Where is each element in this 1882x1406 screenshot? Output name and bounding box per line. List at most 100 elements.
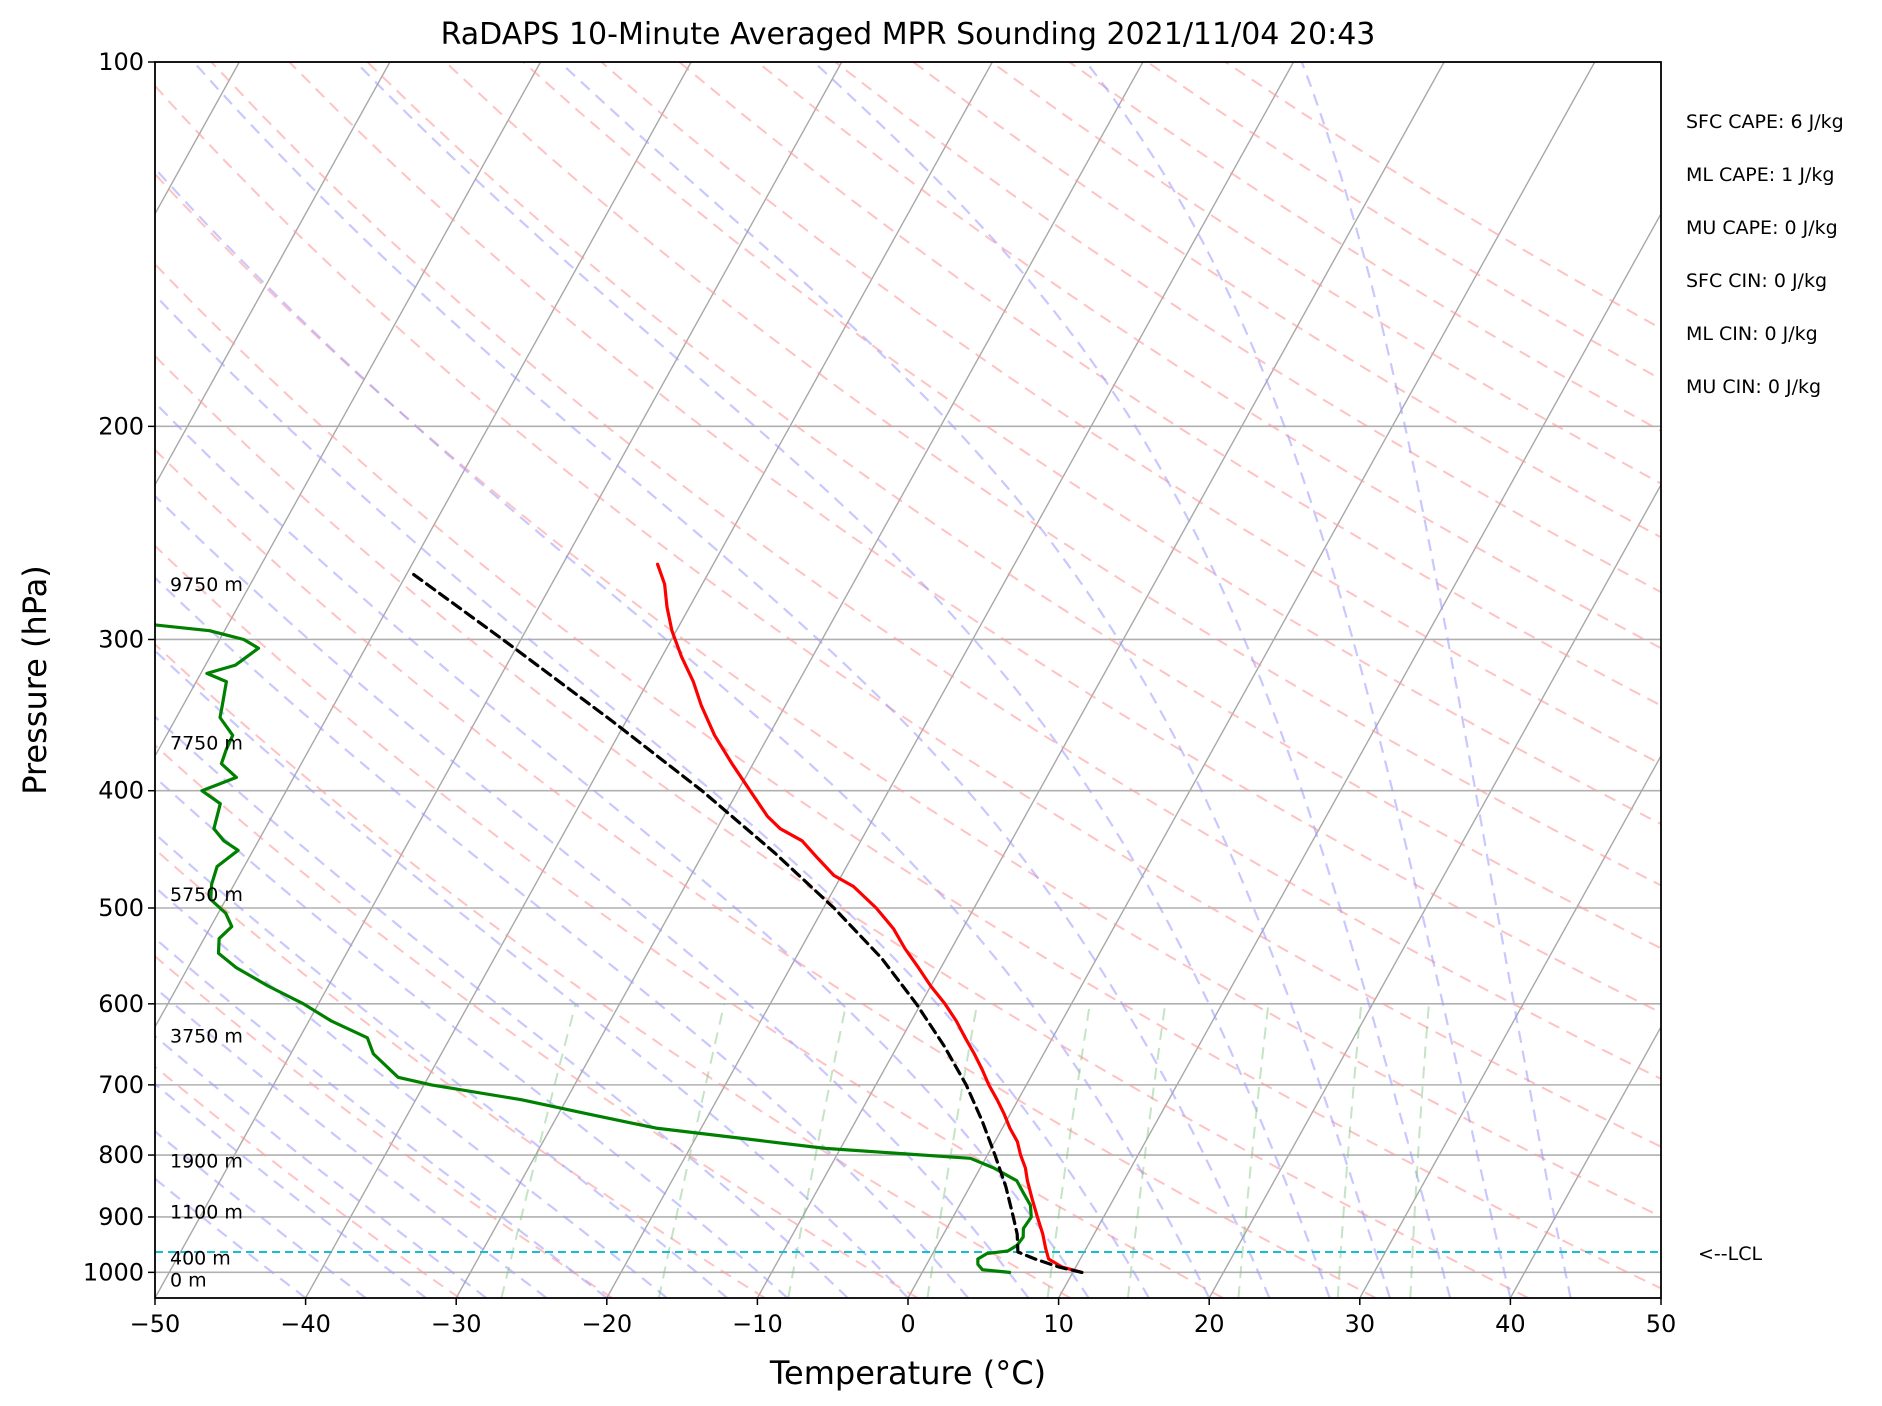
isotherm-line xyxy=(606,62,1295,1298)
isotherm-line xyxy=(1509,1025,1661,1298)
dry-adiabat-line xyxy=(155,84,1661,1148)
mixing-ratio-line xyxy=(1409,1003,1430,1298)
isotherm-line xyxy=(1208,483,1661,1298)
parcel-line xyxy=(409,570,1084,1274)
moist-adiabat-line xyxy=(813,62,1452,1298)
dry-adiabat-line xyxy=(155,744,919,1298)
dry-adiabat-line xyxy=(756,62,1661,650)
dry-adiabat-line xyxy=(155,262,1661,1290)
isotherm-line xyxy=(907,62,1596,1298)
isotherm-line xyxy=(1359,754,1661,1298)
dry-adiabat-line xyxy=(155,1065,461,1298)
isotherm-line xyxy=(304,62,993,1298)
isotherm-line xyxy=(155,62,391,487)
moist-adiabat-line xyxy=(155,401,1090,1298)
mixing-ratio-line xyxy=(926,1003,979,1298)
x-tick-label: −20 xyxy=(581,1310,632,1338)
moist-adiabat-line xyxy=(155,1082,427,1298)
dry-adiabat-line xyxy=(155,172,1661,1218)
plot-frame xyxy=(154,61,1662,1299)
x-tick-label: −50 xyxy=(130,1310,181,1338)
moist-adiabat-line xyxy=(155,832,729,1298)
x-axis-label: Temperature (°C) xyxy=(769,1354,1046,1392)
dry-adiabat-line xyxy=(366,62,1661,950)
dry-adiabat-line xyxy=(444,62,1661,887)
lcl-label: <--LCL xyxy=(1698,1243,1762,1265)
y-tick-label: 800 xyxy=(98,1141,144,1169)
dry-adiabat-line xyxy=(1224,62,1661,330)
moist-adiabat-line xyxy=(155,1034,487,1298)
isotherm-line xyxy=(155,62,692,1029)
dry-adiabat-line xyxy=(1146,62,1661,381)
height-label: 1100 m xyxy=(170,1202,243,1224)
isotherm-line xyxy=(1660,1296,1661,1298)
y-tick-label: 100 xyxy=(98,48,144,76)
moist-adiabat-line xyxy=(354,62,1331,1298)
moist-adiabat-line xyxy=(155,166,1211,1298)
mixing-ratio-line xyxy=(1237,1003,1270,1298)
x-tick-label: −40 xyxy=(280,1310,331,1338)
moist-adiabat-line xyxy=(155,494,1030,1298)
x-tick-label: 50 xyxy=(1646,1310,1677,1338)
temperature-line xyxy=(656,562,1084,1274)
mixing-ratio-line xyxy=(657,1003,726,1298)
sounding-series xyxy=(155,562,1661,1274)
stat-label: SFC CAPE: 6 J/kg xyxy=(1686,111,1844,133)
isotherm-line xyxy=(455,62,1144,1298)
x-tick-label: 0 xyxy=(900,1310,915,1338)
x-tick-label: 40 xyxy=(1495,1310,1526,1338)
stat-label: SFC CIN: 0 J/kg xyxy=(1686,270,1827,292)
stat-label: MU CIN: 0 J/kg xyxy=(1686,376,1821,398)
moist-adiabat-line xyxy=(155,885,668,1298)
mixing-ratio-line xyxy=(1046,1003,1091,1298)
y-tick-label: 1000 xyxy=(83,1258,144,1286)
x-tick-label: 20 xyxy=(1194,1310,1225,1338)
moist-adiabat-line xyxy=(1085,62,1512,1298)
stat-label: ML CAPE: 1 J/kg xyxy=(1686,164,1834,186)
stat-label: MU CAPE: 0 J/kg xyxy=(1686,217,1838,239)
dry-adiabat-line xyxy=(600,62,1661,766)
moist-adiabat-line xyxy=(155,936,608,1298)
y-tick-label: 300 xyxy=(98,625,144,653)
height-label: 7750 m xyxy=(170,733,243,755)
mixing-ratio-line xyxy=(1127,1003,1167,1298)
background-grid xyxy=(155,62,1882,1298)
x-tick-label: −10 xyxy=(732,1310,783,1338)
dry-adiabat-line xyxy=(155,448,1377,1298)
moist-adiabat-line xyxy=(155,715,849,1298)
annotations: 9750 m 7750 m 5750 m 3750 m 1900 m 1100 m 400 … xyxy=(170,111,1844,1292)
moist-adiabat-line xyxy=(155,649,909,1298)
dry-adiabat-line xyxy=(210,62,1661,1081)
dry-adiabat-line xyxy=(155,544,1224,1298)
y-axis-label: Pressure (hPa) xyxy=(16,565,54,795)
mixing-ratio-line xyxy=(500,1003,577,1298)
x-tick-label: 10 xyxy=(1043,1310,1074,1338)
y-tick-label: 200 xyxy=(98,412,144,440)
dry-adiabat-line xyxy=(155,354,1529,1298)
isotherm-line xyxy=(1812,62,1882,1298)
dry-adiabat-line xyxy=(912,62,1661,539)
dry-adiabat-line xyxy=(155,643,1071,1298)
dry-adiabat-line xyxy=(834,62,1661,594)
isotherm-line xyxy=(756,62,1445,1298)
mixing-ratio-line xyxy=(1336,1003,1363,1298)
y-tick-label: 700 xyxy=(98,1071,144,1099)
moist-adiabat-line xyxy=(192,62,1271,1298)
moist-adiabat-line xyxy=(155,1129,367,1298)
y-tick-label: 600 xyxy=(98,990,144,1018)
height-label: 3750 m xyxy=(170,1025,243,1047)
moist-adiabat-line xyxy=(559,62,1391,1298)
stat-label: ML CIN: 0 J/kg xyxy=(1686,323,1818,345)
dry-adiabat-line xyxy=(522,62,1661,826)
moist-adiabat-line xyxy=(1300,62,1572,1298)
y-tick-label: 500 xyxy=(98,894,144,922)
y-tick-label: 400 xyxy=(98,777,144,805)
x-tick-label: 30 xyxy=(1345,1310,1376,1338)
height-label: 5750 m xyxy=(170,884,243,906)
dewpoint-line xyxy=(155,623,1033,1274)
height-label: 0 m xyxy=(170,1270,207,1292)
dry-adiabat-line xyxy=(990,62,1661,485)
moist-adiabat-line xyxy=(155,986,548,1298)
